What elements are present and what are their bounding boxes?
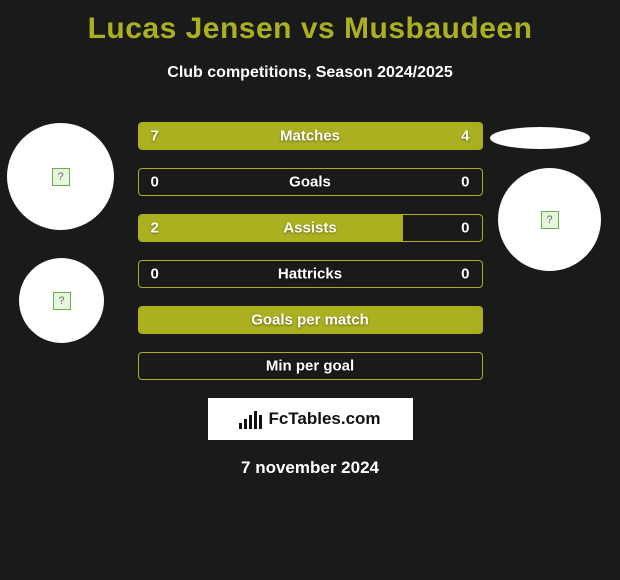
stat-row: 00Hattricks: [138, 260, 483, 288]
stat-label: Goals: [139, 174, 482, 191]
branding-badge: FcTables.com: [208, 398, 413, 440]
stat-label: Hattricks: [139, 266, 482, 283]
image-placeholder-icon: ?: [53, 292, 71, 310]
stat-row: Goals per match: [138, 306, 483, 334]
branding-bars-icon: [239, 409, 262, 429]
player-avatar-left-2: ?: [19, 258, 104, 343]
date-text: 7 november 2024: [0, 458, 620, 478]
subtitle: Club competitions, Season 2024/2025: [0, 64, 620, 82]
stat-row: 00Goals: [138, 168, 483, 196]
stat-label: Assists: [139, 220, 482, 237]
stats-container: 74Matches 00Goals 20Assists 00Hattricks Goal…: [138, 122, 483, 380]
image-placeholder-icon: ?: [541, 211, 559, 229]
branding-text: FcTables.com: [268, 409, 380, 429]
stat-label: Goals per match: [139, 312, 482, 329]
stat-label: Min per goal: [139, 358, 482, 375]
image-placeholder-icon: ?: [52, 168, 70, 186]
stat-row: 74Matches: [138, 122, 483, 150]
player-avatar-left-1: ?: [7, 123, 114, 230]
stat-row: 20Assists: [138, 214, 483, 242]
stat-label: Matches: [139, 128, 482, 145]
player-avatar-right: ?: [498, 168, 601, 271]
page-title: Lucas Jensen vs Musbaudeen: [0, 0, 620, 46]
decorative-ellipse: [490, 127, 590, 149]
stat-row: Min per goal: [138, 352, 483, 380]
